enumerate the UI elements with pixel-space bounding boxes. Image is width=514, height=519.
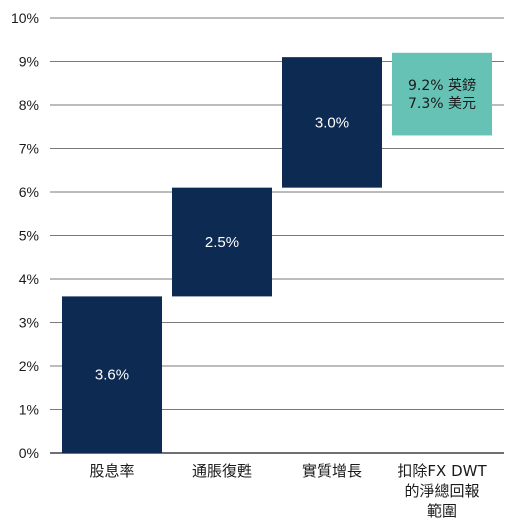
x-tick-label: 股息率 [89, 462, 134, 480]
bar [62, 296, 162, 453]
range-bar-label: 9.2% 英鎊 [408, 77, 476, 94]
y-tick-label: 5% [19, 228, 39, 244]
y-axis-labels: 0% 1% 2% 3% 4% 5% 6% 7% 8% 9% 10% [11, 10, 39, 461]
bar-value-label: 2.5% [205, 234, 239, 251]
x-axis-labels: 股息率 通脹復甦 實質增長 扣除FX DWT 的淨總回報範圍 [89, 462, 487, 519]
x-tick-label: 通脹復甦 [192, 462, 252, 480]
bar [282, 57, 382, 188]
bar [172, 187, 272, 297]
y-tick-label: 3% [19, 315, 39, 331]
y-tick-label: 9% [19, 54, 39, 70]
y-tick-label: 10% [11, 10, 39, 26]
label-layer: 3.6% 2.5% 3.0% 9.2% 英鎊 7.3% 美元 [95, 77, 476, 384]
y-tick-label: 2% [19, 358, 39, 374]
bar-value-label: 3.0% [315, 114, 349, 131]
bar-layer [62, 52, 492, 453]
y-tick-label: 6% [19, 184, 39, 200]
range-bar-label: 7.3% 美元 [408, 96, 476, 112]
range-bar [392, 52, 492, 136]
y-tick-label: 4% [19, 271, 39, 287]
x-tick-label: 扣除FX DWT 的淨總回報範圍 [397, 462, 487, 519]
y-tick-label: 7% [19, 141, 39, 157]
y-tick-label: 8% [19, 97, 39, 113]
x-tick-label: 實質增長 [302, 462, 362, 480]
y-tick-label: 0% [19, 445, 39, 461]
y-tick-label: 1% [19, 402, 39, 418]
bar-value-label: 3.6% [95, 367, 129, 384]
